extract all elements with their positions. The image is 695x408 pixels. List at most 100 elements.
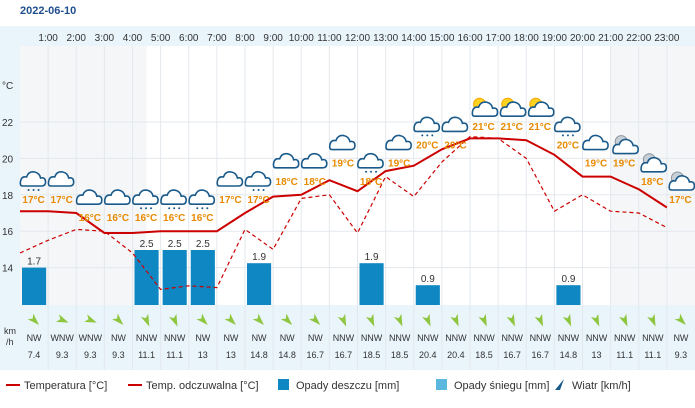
wind-arrow-shape <box>308 313 321 325</box>
hour-label: 4:00 <box>123 33 143 44</box>
wind-arrow-shape <box>27 313 40 325</box>
cloud-icon <box>272 152 300 169</box>
rain-bar <box>247 263 272 305</box>
wind-speed: 16.7 <box>532 350 550 360</box>
y-tick-label: 14 <box>2 264 14 275</box>
raindrop-icon <box>370 170 373 173</box>
cloud-shape <box>47 171 75 187</box>
temp-label: 18°C <box>304 177 326 188</box>
cloud-icon <box>385 134 412 151</box>
rain-bar <box>359 263 384 305</box>
rain-cloud-icon <box>19 171 47 187</box>
cloud-shape <box>160 189 187 205</box>
rain-cloud-icon <box>357 152 384 169</box>
wind-speed: 11.1 <box>616 350 633 360</box>
raindrop-icon <box>365 170 368 173</box>
raindrop-icon <box>262 189 265 191</box>
cloud-shape <box>582 134 609 151</box>
wind-arrow <box>252 313 265 325</box>
hour-label: 10:00 <box>289 33 314 44</box>
raindrop-icon <box>257 189 260 191</box>
temp-label: 16°C <box>79 213 101 224</box>
hour-label: 21:00 <box>598 33 623 44</box>
cloud-icon <box>527 101 555 117</box>
cloud-shape <box>300 152 328 169</box>
cloud-shape <box>668 175 695 191</box>
hour-label: 11:00 <box>317 33 342 44</box>
rain-bar <box>134 250 159 305</box>
raindrop-icon <box>168 207 171 210</box>
rain-bar <box>556 285 581 305</box>
wind-speed: 9.3 <box>675 350 688 360</box>
temp-label: 20°C <box>557 140 579 151</box>
wind-speed: 18.5 <box>475 350 493 360</box>
cloud-icon <box>471 101 499 117</box>
wind-direction: NW <box>308 333 323 343</box>
cloud-shape <box>357 152 384 169</box>
cloud-shape <box>272 152 300 169</box>
wind-direction: NW <box>252 333 267 343</box>
wind-arrow <box>337 313 347 327</box>
hour-label: 19:00 <box>542 33 567 44</box>
wind-arrow <box>619 313 628 327</box>
temp-label: 20°C <box>416 140 438 151</box>
wind-direction: NW <box>111 333 126 343</box>
wind-speed: 14.8 <box>560 350 578 360</box>
wind-unit-label: km <box>4 326 16 336</box>
y-tick-label: 18 <box>2 191 14 202</box>
cloud-shape <box>19 171 47 187</box>
wind-arrow-shape <box>506 313 515 327</box>
wind-arrow <box>196 313 208 325</box>
raindrop-icon <box>252 189 255 191</box>
wind-unit-label: /h <box>6 337 14 347</box>
raindrop-icon <box>173 207 176 210</box>
temp-label: 20°C <box>444 140 466 151</box>
cloud-shape <box>499 101 527 117</box>
wind-direction: WNW <box>50 333 74 343</box>
cloud-icon <box>441 116 469 133</box>
wind-arrow <box>394 313 403 327</box>
raindrop-icon <box>571 134 574 137</box>
wind-arrow-shape <box>196 313 208 325</box>
feels-like-line <box>19 135 668 291</box>
legend-snow-swatch <box>436 379 447 390</box>
legend-label: Temperatura [°C] <box>24 380 107 392</box>
wind-arrow <box>478 313 487 327</box>
temp-label: 19°C <box>388 159 410 170</box>
wind-arrow <box>674 313 686 325</box>
hour-label: 7:00 <box>207 33 227 44</box>
wind-arrow <box>590 313 600 327</box>
rain-value-label: 0.9 <box>561 274 575 285</box>
wind-speed: 16.7 <box>335 350 353 360</box>
cloud-shape <box>553 116 581 133</box>
wind-direction: WNW <box>79 333 103 343</box>
raindrop-icon <box>196 207 199 210</box>
wind-speed: 11.1 <box>166 350 183 360</box>
temp-label: 17°C <box>22 195 44 206</box>
cloud-shape <box>188 189 216 205</box>
wind-direction: NNW <box>136 333 158 343</box>
y-tick-label: 16 <box>2 227 14 238</box>
wind-arrow-shape <box>647 313 656 327</box>
cloud-icon <box>612 138 639 155</box>
wind-speed: 16.7 <box>503 350 521 360</box>
raindrop-icon <box>566 134 569 137</box>
wind-arrow <box>365 313 375 327</box>
hour-label: 18:00 <box>514 33 539 44</box>
cloud-icon <box>499 101 527 117</box>
wind-arrow-shape <box>590 313 600 327</box>
wind-arrow-shape <box>169 313 178 327</box>
cloud-shape <box>441 116 469 133</box>
wind-speed: 14.8 <box>278 350 296 360</box>
wind-speed: 11.1 <box>644 350 661 360</box>
temperature-line <box>20 137 668 234</box>
legend-label: Opady śniegu [mm] <box>454 380 549 392</box>
wind-arrow-shape <box>252 313 265 325</box>
temp-label: 18°C <box>641 177 663 188</box>
cloud-icon <box>75 189 103 205</box>
y-tick-label: 22 <box>2 118 14 129</box>
temp-label: 17°C <box>669 195 691 206</box>
wind-arrow-shape <box>674 313 686 325</box>
temp-label: 17°C <box>51 195 73 206</box>
cloud-shape <box>413 116 441 133</box>
